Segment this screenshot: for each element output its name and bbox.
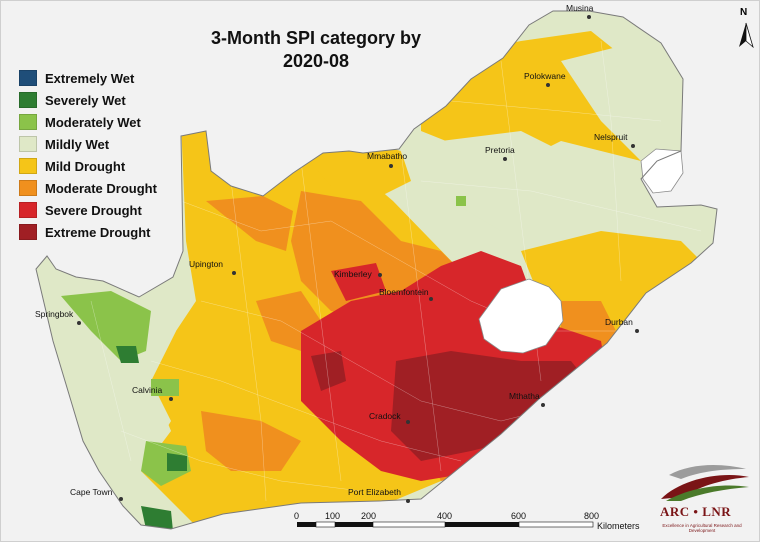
region-moderately-wet-gauteng xyxy=(456,196,466,206)
city-label-springbok: Springbok xyxy=(35,309,74,319)
legend-label: Mild Drought xyxy=(45,158,126,174)
map-title: 3-Month SPI category by 2020-08 xyxy=(181,27,451,73)
city-label-calvinia: Calvinia xyxy=(132,385,163,395)
city-dot-pretoria xyxy=(503,157,507,161)
city-dot-upington xyxy=(232,271,236,275)
city-label-upington: Upington xyxy=(189,259,224,269)
legend-label: Severely Wet xyxy=(45,92,126,108)
city-dot-nelspruit xyxy=(631,144,635,148)
city-dot-calvinia xyxy=(169,397,173,401)
lesotho-area xyxy=(478,278,564,354)
region-mildly-wet-limpopo xyxy=(561,41,671,161)
legend-swatch xyxy=(19,136,37,152)
region-extreme-drought-west xyxy=(311,351,346,391)
region-moderately-wet-namaqua xyxy=(61,291,151,361)
region-severely-wet-overberg xyxy=(141,506,173,529)
scale-tick-label: 400 xyxy=(437,511,453,521)
city-label-mthatha: Mthatha xyxy=(509,391,540,401)
city-dot-polokwane xyxy=(546,83,550,87)
region-mildly-wet-highveld xyxy=(441,131,601,231)
legend-label: Moderately Wet xyxy=(45,114,141,130)
scale-tick-label: 200 xyxy=(361,511,377,521)
legend-label: Extremely Wet xyxy=(45,70,135,86)
scale-tick-label: 100 xyxy=(325,511,341,521)
country-outline xyxy=(35,10,718,530)
region-moderately-wet-boland xyxy=(141,441,191,486)
city-label-bloemfontein: Bloemfontein xyxy=(379,287,429,297)
city-label-port-elizabeth: Port Elizabeth xyxy=(348,487,401,497)
scale-tick-label: 800 xyxy=(584,511,600,521)
north-arrow-icon xyxy=(739,22,754,49)
city-label-nelspruit: Nelspruit xyxy=(594,132,628,142)
arc-logo-icon xyxy=(661,465,749,501)
city-dot-cradock xyxy=(406,420,410,424)
scale-unit-label: Kilometers xyxy=(597,521,640,531)
legend-swatch xyxy=(19,224,37,240)
city-label-durban: Durban xyxy=(605,317,633,327)
region-moderate-drought-sw xyxy=(201,411,301,471)
scale-tick-label: 0 xyxy=(294,511,300,521)
map-title-line2: 2020-08 xyxy=(282,51,350,71)
region-moderate-drought-nc xyxy=(206,196,293,251)
region-severely-wet-namaqua xyxy=(116,346,139,363)
city-dot-springbok xyxy=(77,321,81,325)
scale-bar xyxy=(297,521,594,528)
legend-label: Moderate Drought xyxy=(45,180,157,196)
legend-label: Severe Drought xyxy=(45,202,142,218)
city-dot-mthatha xyxy=(541,403,545,407)
legend-swatch xyxy=(19,114,37,130)
city-dot-durban xyxy=(635,329,639,333)
north-label: N xyxy=(740,7,748,18)
legend-swatch xyxy=(19,92,37,108)
region-moderately-wet-calvinia xyxy=(151,379,179,396)
legend-swatch xyxy=(19,70,37,86)
city-label-mmabatho: Mmabatho xyxy=(367,151,408,161)
legend-item-extremely-wet: Extremely Wet xyxy=(19,67,157,89)
city-dot-cape-town xyxy=(119,497,123,501)
city-dot-port-elizabeth xyxy=(406,499,410,503)
arc-lnr-logo-text: ARC • LNR xyxy=(660,504,732,519)
city-label-pretoria: Pretoria xyxy=(485,145,515,155)
legend-item-mildly-wet: Mildly Wet xyxy=(19,133,157,155)
city-dot-mmabatho xyxy=(389,164,393,168)
city-label-polokwane: Polokwane xyxy=(524,71,566,81)
region-extreme-drought-ec xyxy=(391,351,591,461)
city-label-cradock: Cradock xyxy=(369,411,401,421)
region-severely-wet-boland xyxy=(167,453,187,471)
legend-item-severely-wet: Severely Wet xyxy=(19,89,157,111)
legend-swatch xyxy=(19,202,37,218)
scale-tick-label: 600 xyxy=(511,511,527,521)
legend-item-moderately-wet: Moderately Wet xyxy=(19,111,157,133)
city-label-musina: Musina xyxy=(566,3,594,13)
eswatini-area xyxy=(640,148,684,194)
city-label-cape-town: Cape Town xyxy=(70,487,113,497)
city-dot-musina xyxy=(587,15,591,19)
legend-item-severe-drought: Severe Drought xyxy=(19,199,157,221)
map-title-line1: 3-Month SPI category by xyxy=(210,28,422,48)
city-label-kimberley: Kimberley xyxy=(334,269,372,279)
region-severe-drought-kimberley xyxy=(331,263,386,301)
legend-label: Extreme Drought xyxy=(45,224,151,240)
legend-item-moderate-drought: Moderate Drought xyxy=(19,177,157,199)
legend-swatch xyxy=(19,158,37,174)
legend-item-mild-drought: Mild Drought xyxy=(19,155,157,177)
legend-swatch xyxy=(19,180,37,196)
legend-label: Mildly Wet xyxy=(45,136,110,152)
legend-item-extreme-drought: Extreme Drought xyxy=(19,221,157,243)
city-dot-bloemfontein xyxy=(429,297,433,301)
city-dot-kimberley xyxy=(378,273,382,277)
legend: Extremely Wet Severely Wet Moderately We… xyxy=(19,67,157,243)
arc-lnr-logo-tagline: Excellence in Agricultural Research and … xyxy=(662,523,742,533)
